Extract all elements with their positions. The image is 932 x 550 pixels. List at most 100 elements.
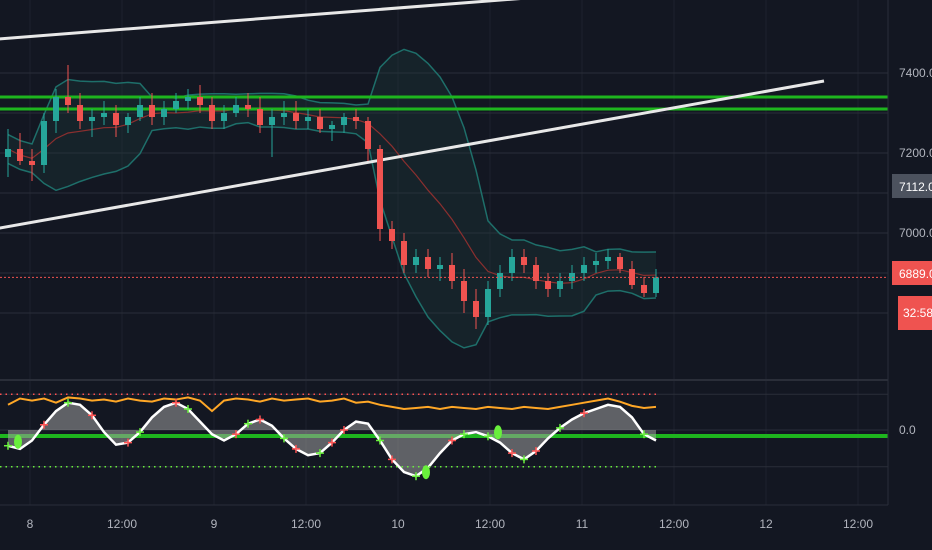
candle — [101, 101, 107, 125]
candle-body — [653, 277, 659, 293]
candle — [317, 109, 323, 133]
buy-dot-marker — [14, 434, 22, 449]
candle-body — [317, 117, 323, 129]
candle — [389, 221, 395, 249]
sell-signal-marker — [532, 447, 540, 455]
buy-signal-marker — [520, 455, 528, 464]
buy-signal-marker — [460, 430, 468, 439]
time-axis-bg — [0, 505, 932, 550]
candle — [641, 277, 647, 297]
candle-body — [341, 117, 347, 125]
candle-body — [197, 97, 203, 105]
candle — [293, 101, 299, 129]
candle — [377, 145, 383, 241]
candle — [5, 129, 11, 177]
candle-body — [449, 265, 455, 281]
time-axis[interactable]: 8 12:00 9 12:00 10 12:00 11 12:00 12 12:00 — [0, 504, 932, 550]
candle-body — [65, 97, 71, 105]
candle — [197, 85, 203, 113]
candle-body — [617, 257, 623, 269]
crosshair-price-label: 7112.0 — [899, 180, 932, 194]
band-upper — [7, 48, 657, 253]
countdown-label: 32:58 — [903, 306, 932, 320]
time-tick-label: 9 — [211, 517, 218, 531]
sell-signal-marker — [256, 415, 264, 424]
price-tick-label: 7400.0 — [899, 66, 932, 80]
candle-body — [365, 121, 371, 149]
candle — [425, 249, 431, 277]
candle — [53, 89, 59, 133]
time-tick-label: 12 — [759, 517, 773, 531]
time-tick-label: 12:00 — [291, 517, 321, 531]
candle-body — [101, 113, 107, 117]
time-tick-label: 12:00 — [107, 517, 137, 531]
candle-body — [437, 265, 443, 269]
price-axis-bg — [888, 0, 932, 505]
candle — [209, 97, 215, 129]
candle — [29, 149, 35, 181]
buy-signal-marker — [316, 449, 324, 458]
sell-signal-marker — [88, 411, 96, 420]
candle-body — [281, 113, 287, 117]
candle — [305, 109, 311, 129]
candle — [485, 281, 491, 325]
sell-signal-marker — [448, 436, 456, 445]
candle-body — [485, 289, 491, 317]
candle — [497, 265, 503, 297]
trendline-upper-channel[interactable] — [0, 0, 824, 41]
sell-signal-marker — [580, 409, 588, 418]
candle-body — [329, 125, 335, 129]
buy-signal-marker — [4, 441, 12, 450]
buy-dot-marker — [494, 425, 502, 440]
price-pane[interactable] — [0, 0, 888, 438]
candle-body — [149, 105, 155, 117]
candle — [185, 89, 191, 109]
candle — [353, 109, 359, 129]
sell-signal-marker — [232, 430, 240, 439]
time-tick-label: 11 — [576, 517, 589, 531]
candles — [5, 65, 659, 329]
time-tick-label: 8 — [27, 517, 34, 531]
candle — [509, 249, 515, 281]
candle — [401, 233, 407, 273]
candle-body — [533, 265, 539, 281]
buy-signal-marker — [280, 434, 288, 443]
buy-signal-marker — [184, 405, 192, 413]
candle-body — [413, 257, 419, 265]
buy-signal-marker — [412, 472, 420, 481]
candle — [221, 105, 227, 129]
candle-body — [245, 105, 251, 109]
buy-signal-marker — [640, 430, 648, 439]
buy-signal-marker — [376, 436, 384, 445]
candle-body — [269, 117, 275, 125]
time-tick-label: 10 — [391, 517, 405, 531]
trendlines[interactable] — [0, 0, 825, 233]
candle-body — [641, 285, 647, 293]
candle — [125, 113, 131, 133]
candle — [113, 105, 119, 137]
oscillator-pane[interactable] — [0, 393, 657, 481]
candle-body — [497, 273, 503, 289]
candle — [281, 101, 287, 125]
sell-signal-marker — [124, 438, 132, 447]
candle — [461, 269, 467, 313]
candle-body — [185, 97, 191, 101]
trendline-lower-channel[interactable] — [0, 79, 825, 233]
time-tick-label: 12:00 — [475, 517, 505, 531]
candle-body — [581, 265, 587, 273]
candle-body — [401, 241, 407, 265]
sell-signal-marker — [340, 426, 348, 434]
oscillator-zero-label: 0.0 — [899, 423, 916, 437]
candle-body — [605, 257, 611, 261]
buy-signal-marker — [244, 419, 252, 428]
candle-body — [209, 105, 215, 121]
time-tick-label: 12:00 — [843, 517, 873, 531]
candle — [521, 249, 527, 273]
price-axis[interactable]: 7400.0 7200.0 7000.0 7112.0 6889.0 32:58 0.0 — [887, 0, 932, 505]
buy-dot-marker — [422, 465, 430, 480]
candle — [269, 109, 275, 157]
candle — [617, 253, 623, 273]
candle-body — [113, 113, 119, 125]
candle — [173, 93, 179, 113]
